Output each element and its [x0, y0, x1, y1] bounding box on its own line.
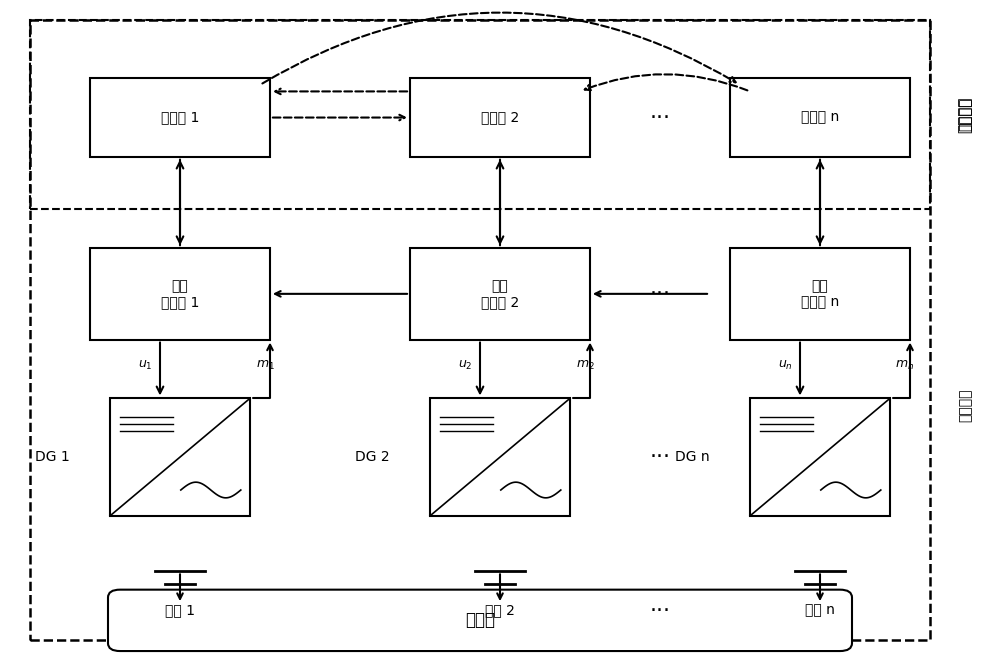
Text: 信息网络: 信息网络	[958, 97, 972, 131]
Bar	[750, 398, 890, 516]
FancyArrowPatch shape	[797, 342, 803, 393]
Text: 信息网络: 信息网络	[958, 96, 972, 133]
Text: 物理网络: 物理网络	[958, 388, 972, 422]
Bar	[410, 78, 590, 157]
Text: 收发器 2: 收发器 2	[481, 110, 519, 125]
Bar	[90, 248, 270, 340]
Text: $u_1$: $u_1$	[138, 359, 152, 372]
Bar	[410, 248, 590, 340]
FancyArrowPatch shape	[817, 159, 823, 243]
Bar	[430, 398, 570, 516]
Bar	[30, 20, 930, 209]
FancyArrowPatch shape	[497, 162, 503, 246]
FancyArrowPatch shape	[477, 342, 483, 393]
Text: DG 2: DG 2	[355, 450, 390, 464]
Text: $u_n$: $u_n$	[778, 359, 792, 372]
Text: ···: ···	[649, 108, 670, 127]
Text: ···: ···	[649, 447, 670, 467]
FancyArrowPatch shape	[157, 342, 163, 393]
Bar	[730, 78, 910, 157]
Text: 收发器 n: 收发器 n	[801, 110, 839, 125]
Text: 局部
控制器 1: 局部 控制器 1	[161, 279, 199, 309]
Text: $m_1$: $m_1$	[256, 359, 274, 372]
FancyBboxPatch shape	[108, 590, 852, 651]
FancyArrowPatch shape	[177, 162, 183, 246]
Text: 电网络: 电网络	[465, 611, 495, 629]
Bar	[730, 248, 910, 340]
Text: DG 1: DG 1	[35, 450, 70, 464]
Text: 收发器 1: 收发器 1	[161, 110, 199, 125]
FancyArrowPatch shape	[177, 159, 183, 243]
Text: $u_2$: $u_2$	[458, 359, 472, 372]
FancyArrowPatch shape	[817, 162, 823, 246]
Text: 负荷 2: 负荷 2	[485, 603, 515, 618]
Text: $m_2$: $m_2$	[576, 359, 594, 372]
Text: 负荷 1: 负荷 1	[165, 603, 195, 618]
Text: $m_n$: $m_n$	[895, 359, 915, 372]
FancyArrowPatch shape	[497, 159, 503, 243]
Text: 局部
控制器 2: 局部 控制器 2	[481, 279, 519, 309]
Bar	[90, 78, 270, 157]
Text: DG n: DG n	[675, 450, 710, 464]
Text: 负荷 n: 负荷 n	[805, 603, 835, 618]
Text: ···: ···	[649, 284, 670, 304]
Bar	[110, 398, 250, 516]
Text: 局部
控制器 n: 局部 控制器 n	[801, 279, 839, 309]
Text: ···: ···	[649, 601, 670, 620]
